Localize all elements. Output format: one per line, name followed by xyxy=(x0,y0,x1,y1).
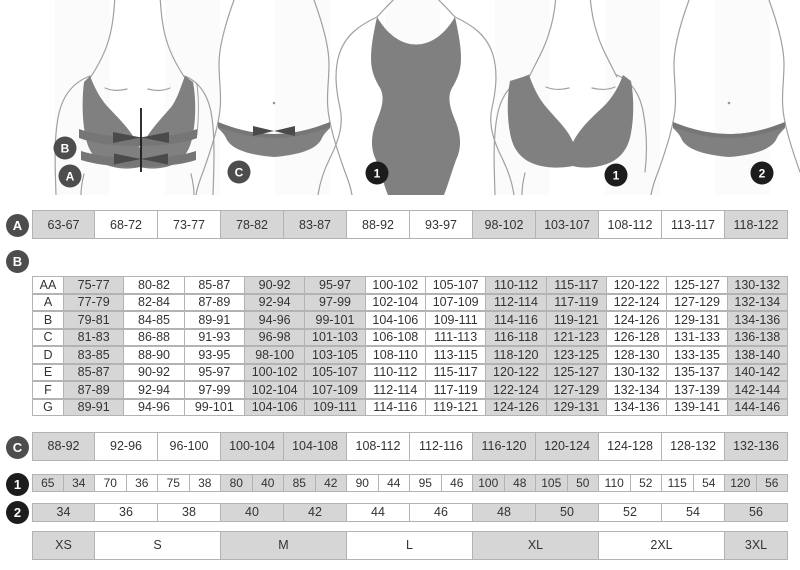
svg-text:1: 1 xyxy=(374,167,381,181)
svg-text:C: C xyxy=(235,166,244,180)
svg-text:A: A xyxy=(66,170,75,184)
svg-text:B: B xyxy=(61,142,70,156)
svg-text:2: 2 xyxy=(759,167,766,181)
svg-text:1: 1 xyxy=(613,169,620,183)
